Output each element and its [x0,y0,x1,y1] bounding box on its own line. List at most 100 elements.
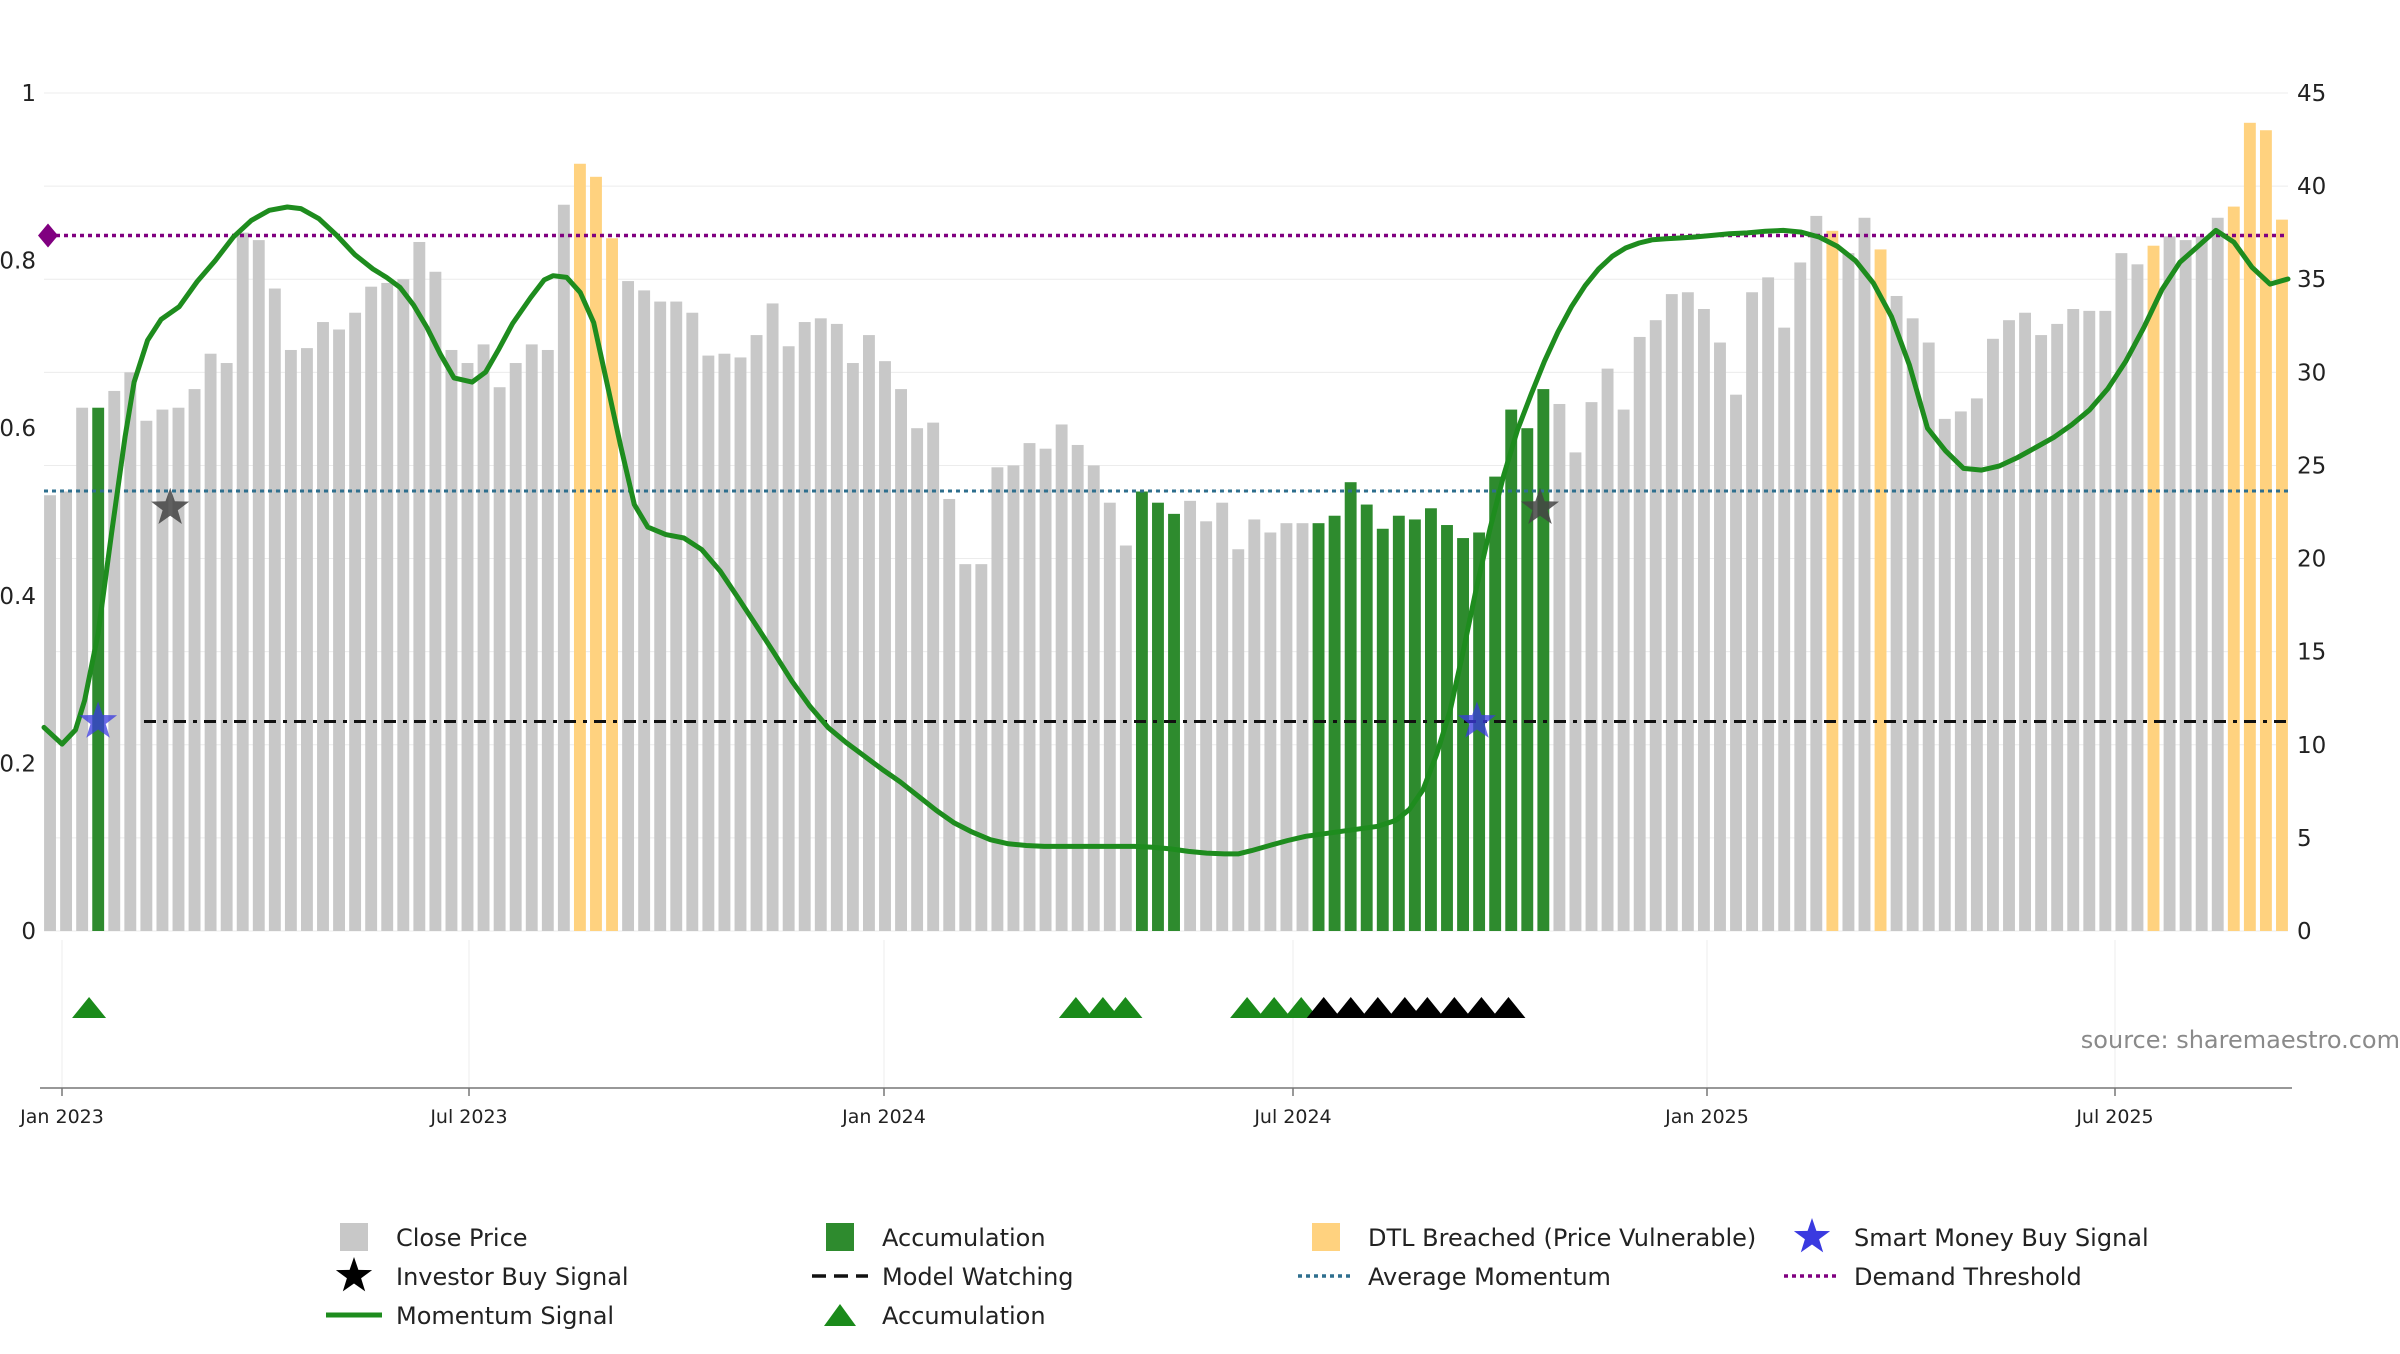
right-tick-label: 35 [2297,267,2326,293]
bar [1505,409,1518,932]
momentum-layer [41,204,2291,857]
bar [1794,262,1807,931]
right-tick-label: 15 [2297,640,2326,666]
bar [590,176,602,932]
bar [1376,528,1389,931]
bar [1649,320,1662,931]
bar [156,409,169,932]
bar [1216,502,1229,931]
bar [1521,428,1534,931]
bar [1103,502,1116,931]
accumulation-triangle-black [1306,997,1341,1018]
bar [670,301,683,932]
bar [1055,424,1068,931]
bar [1585,402,1598,931]
bar [766,303,779,931]
bar [541,349,554,931]
bar [1392,515,1405,931]
bar [1697,309,1710,931]
bar [2083,310,2096,931]
legend-label: DTL Breached (Price Vulnerable) [1368,1224,1756,1252]
bar [1970,398,1983,932]
bar [525,344,538,931]
bar [830,323,843,932]
lower-panel: Jan 2023 Jul 2023 Jan 2024 Jul 2024 Jan 2025… [19,940,2292,1128]
bar [1746,292,1759,931]
bar [1569,452,1582,931]
bar [1633,336,1646,931]
right-tick-label: 0 [2297,919,2312,945]
bar [2099,310,2112,931]
bar [1954,411,1967,931]
x-tick-label: Jan 2024 [841,1106,926,1128]
bar [686,312,699,932]
legend-swatch [1312,1223,1340,1251]
right-tick-label: 20 [2297,547,2326,573]
bar [702,355,715,931]
bar [2211,217,2224,931]
bar [1248,519,1261,931]
legend-swatch [340,1223,368,1251]
bar [493,387,506,932]
left-tick-label: 0 [21,919,36,945]
bar [429,271,442,932]
x-tick-label: Jan 2025 [1664,1106,1749,1128]
bars-layer [44,122,2288,932]
accumulation-triangle [1230,997,1265,1018]
bar [44,495,56,931]
bar [301,348,313,931]
investor-buy-signal [1521,487,1559,524]
bar [2179,240,2192,932]
bar [1922,342,1935,931]
bar [204,353,217,931]
legend: Close Price Accumulation DTL Breached (Pri… [326,1218,2149,1330]
bar [461,363,474,931]
bar [1135,491,1148,931]
bar [734,357,747,931]
bar [718,353,731,931]
markers-layer [79,487,1559,738]
bar [1730,394,1742,931]
bar [750,335,763,932]
bar [108,390,121,931]
bar [975,564,988,931]
bar [846,363,859,931]
bar [1280,523,1293,931]
x-tick-label: Jul 2024 [1253,1106,1331,1128]
bar [1874,249,1887,932]
bar [60,491,73,931]
demand-threshold-marker [38,223,58,248]
bar [2035,335,2048,932]
bar [927,422,940,931]
bar [959,564,972,931]
bar [2051,323,2064,932]
bar [2115,253,2128,931]
bar [1842,253,1855,931]
legend-label: Investor Buy Signal [396,1263,629,1291]
x-tick-label: Jul 2023 [429,1106,507,1128]
bar [557,204,570,931]
bar [1601,368,1614,931]
bar [1408,519,1421,931]
reference-lines-layer [38,223,2288,723]
bar [2259,130,2272,931]
smart-money-buy-signal [79,701,118,738]
bar [798,322,811,931]
bar [1087,465,1100,931]
accumulation-triangle [1257,997,1292,1018]
bar [1457,538,1469,931]
bar [654,301,667,932]
right-tick-label: 45 [2297,81,2326,107]
bar [1858,217,1871,931]
legend-star-icon [335,1257,373,1292]
bar [477,344,490,931]
bar [333,329,345,932]
bar [2276,219,2288,931]
bar [381,282,394,931]
legend-label: Close Price [396,1224,528,1252]
bar [349,312,362,932]
bar [1071,444,1084,931]
accumulation-triangle [1085,997,1120,1018]
